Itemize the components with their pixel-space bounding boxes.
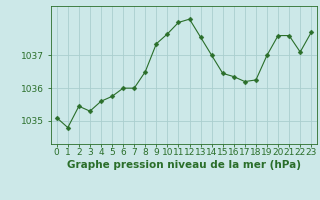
X-axis label: Graphe pression niveau de la mer (hPa): Graphe pression niveau de la mer (hPa) bbox=[67, 160, 301, 170]
